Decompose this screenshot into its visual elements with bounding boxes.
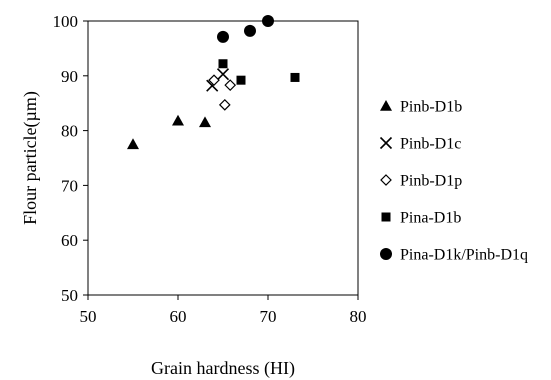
legend-label-pina-d1b: Pina-D1b: [400, 210, 461, 227]
data-point-pinb-d1b: [172, 114, 184, 126]
data-point-pina-d1k-pinb-d1q: [217, 30, 229, 43]
y-tick-label: 60: [61, 231, 78, 250]
data-point-pina-d1b: [218, 59, 228, 69]
plot-area: [87, 20, 359, 296]
y-tick-label: 70: [61, 176, 78, 195]
legend-label-pinb-d1c: Pinb-D1c: [400, 136, 461, 153]
data-point-pinb-d1b: [199, 116, 211, 128]
y-tick-label: 100: [53, 12, 79, 31]
data-point-pinb-d1p: [224, 79, 237, 91]
data-point-pinb-d1p: [218, 98, 231, 111]
data-point-pinb-d1b: [127, 138, 139, 150]
y-axis-title: Flour particle(µm): [20, 91, 41, 225]
y-axis: 50 60 70 80 90 100: [53, 12, 88, 305]
data-point-pina-d1b: [290, 72, 300, 82]
legend-label-pinb-d1p: Pinb-D1p: [400, 173, 462, 190]
data-point-pinb-d1p: [208, 74, 220, 87]
y-tick-label: 80: [61, 122, 78, 141]
legend-marker-pina-d1b: [381, 212, 391, 222]
data-points: [127, 15, 300, 150]
legend: Pinb-D1b Pinb-D1c Pinb-D1p Pina-D1b Pina-D1k…: [379, 99, 528, 264]
legend-marker-pinb-d1c: [379, 136, 393, 150]
x-axis: 50 60 70 80: [80, 295, 367, 326]
plot-border: [87, 20, 359, 296]
legend-marker-pinb-d1p: [380, 174, 392, 186]
legend-label-pinb-d1b: Pinb-D1b: [400, 99, 462, 116]
x-tick-label: 50: [80, 307, 97, 326]
data-point-pina-d1k-pinb-d1q: [244, 24, 256, 37]
legend-marker-pinb-d1b: [380, 100, 392, 111]
y-tick-label: 90: [61, 67, 78, 86]
legend-marker-pina-d1k-pinb-d1q: [380, 248, 392, 260]
x-axis-title: Grain hardness (HI): [151, 358, 295, 379]
data-point-pinb-d1c: [216, 68, 230, 81]
y-tick-label: 50: [61, 286, 78, 305]
data-point-pina-d1k-pinb-d1q: [262, 15, 274, 27]
x-tick-label: 60: [170, 307, 187, 326]
legend-label-pina-d1k-pinb-d1q: Pina-D1k/Pinb-D1q: [400, 247, 528, 264]
data-point-pina-d1b: [236, 75, 246, 85]
x-tick-label: 80: [350, 307, 367, 326]
x-tick-label: 70: [260, 307, 277, 326]
